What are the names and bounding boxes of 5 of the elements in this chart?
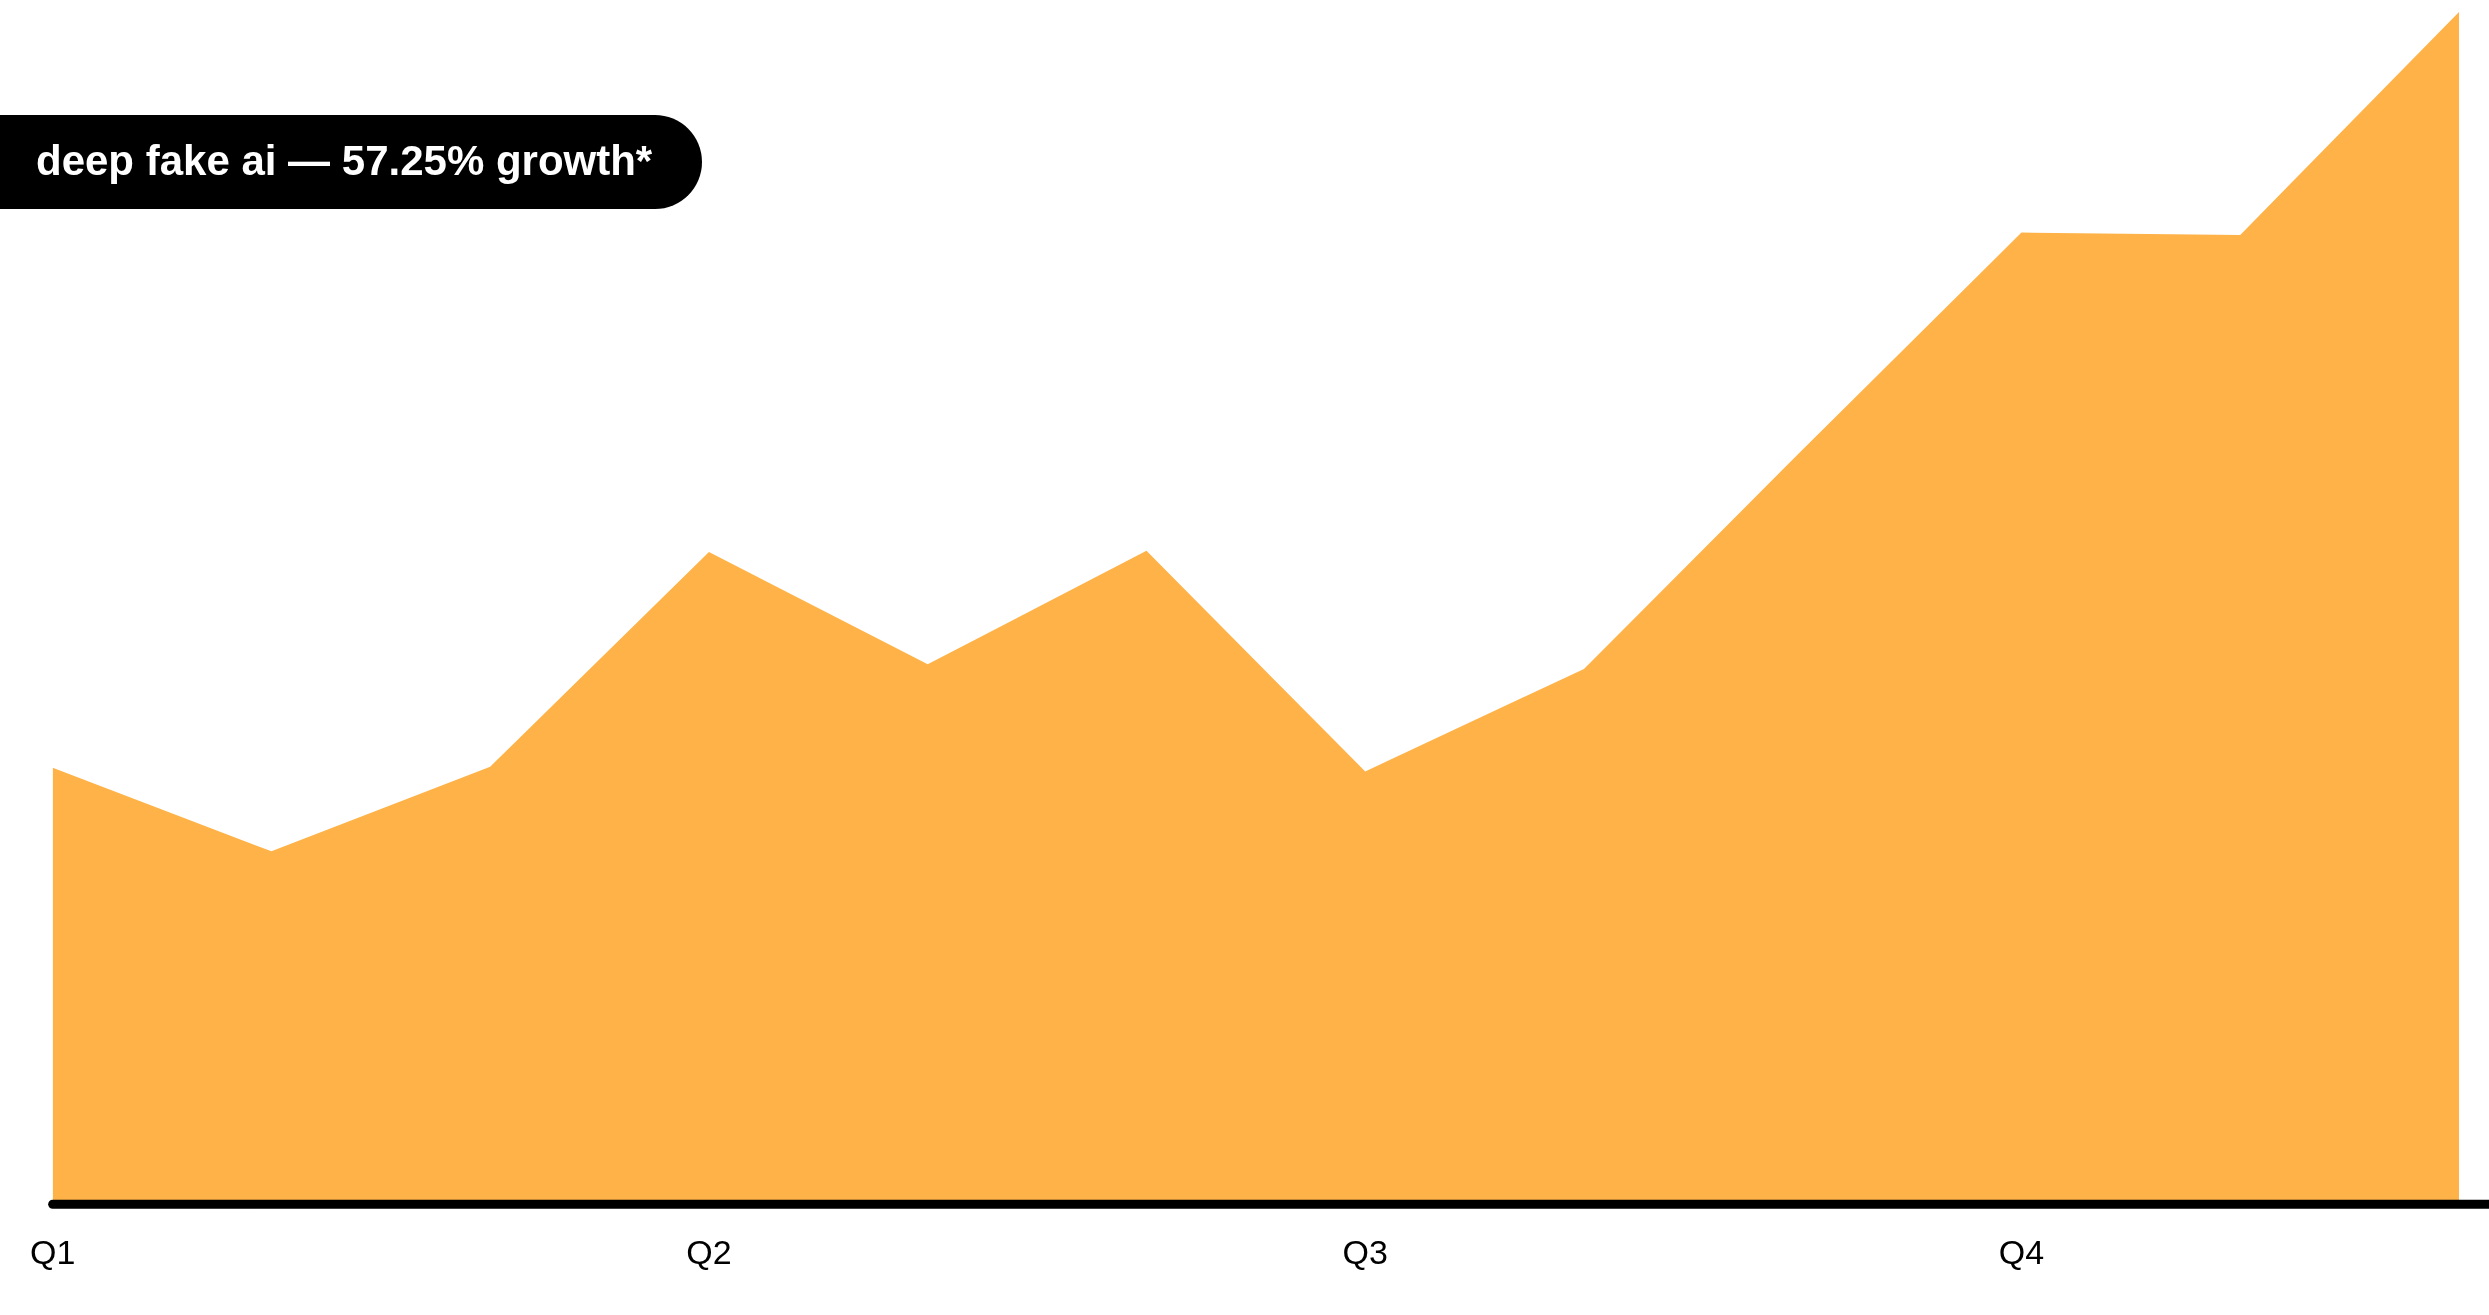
x-tick-label: Q1: [30, 1232, 76, 1271]
x-tick-label: Q3: [1342, 1232, 1388, 1271]
x-tick-label: Q4: [1998, 1232, 2045, 1271]
x-tick-label: Q2: [686, 1232, 732, 1271]
annotation: deep fake ai — 57.25% growth*: [0, 115, 703, 209]
